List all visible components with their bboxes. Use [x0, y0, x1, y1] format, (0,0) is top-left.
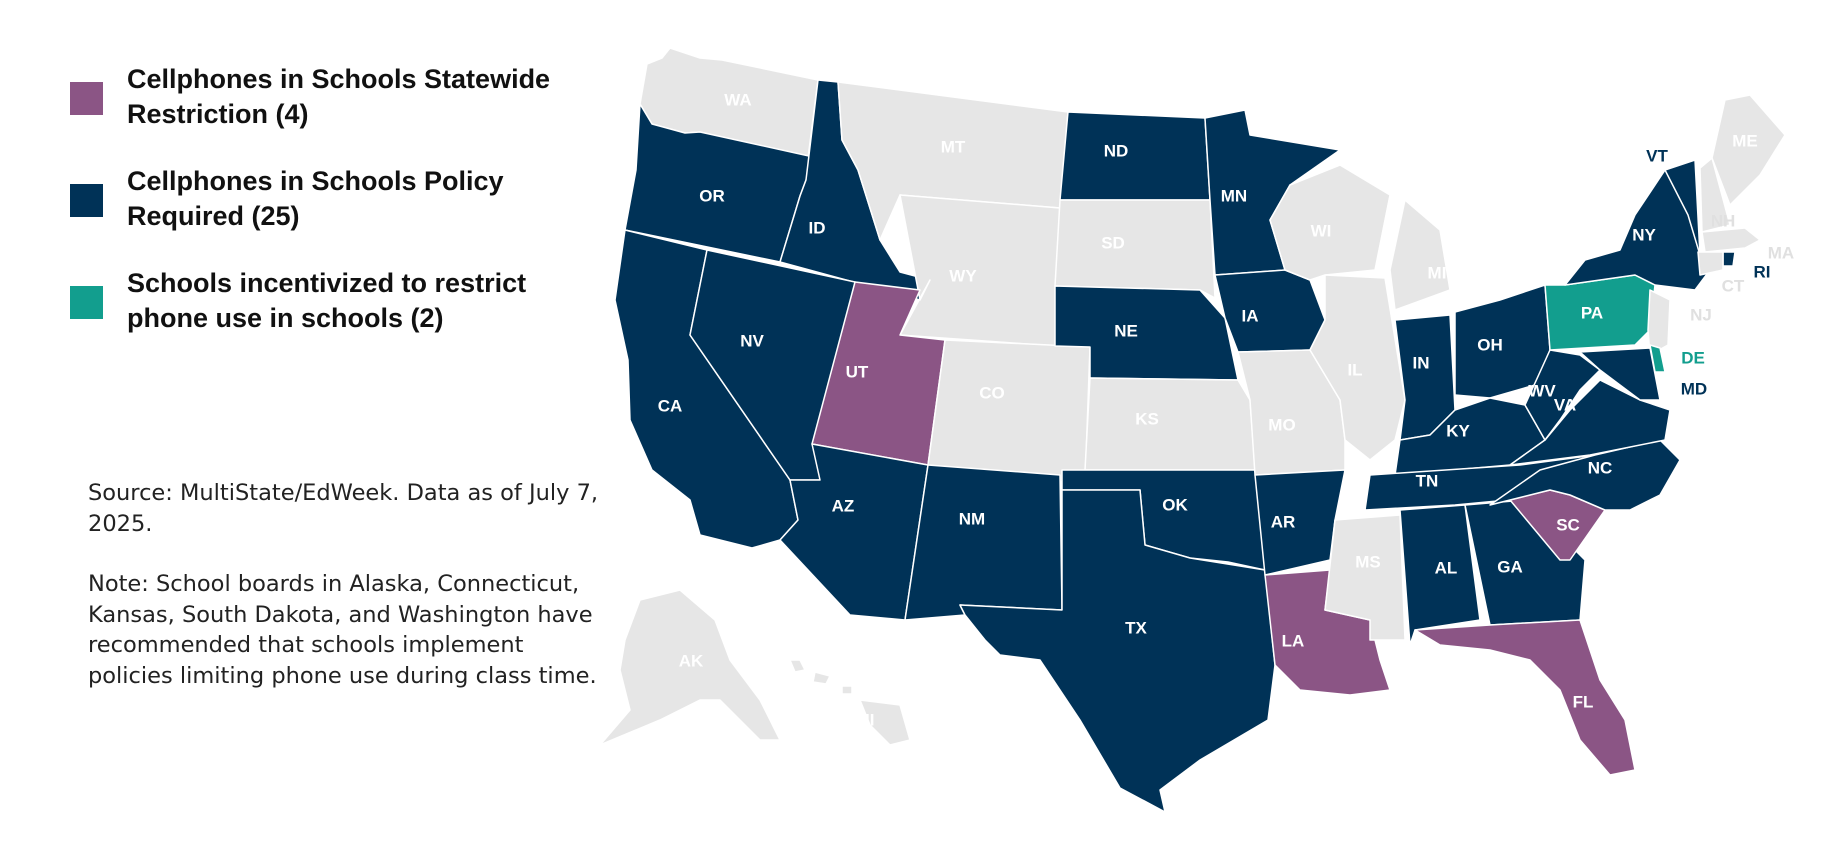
state-hi [789, 659, 911, 746]
state-label-md: MD [1681, 380, 1707, 399]
state-label-hi: HI [858, 711, 875, 730]
state-ri [1722, 251, 1736, 267]
state-sd [1054, 199, 1216, 299]
state-label-ia: IA [1242, 307, 1259, 326]
state-label-nd: ND [1104, 142, 1129, 161]
state-tx [959, 489, 1276, 813]
state-nd [1059, 111, 1211, 201]
state-label-az: AZ [832, 497, 855, 516]
notes: Source: MultiState/EdWeek. Data as of Ju… [88, 478, 608, 721]
legend-item-restriction: Cellphones in Schools Statewide Restrict… [70, 62, 600, 132]
legend-item-policy: Cellphones in Schools Policy Required (2… [70, 164, 600, 234]
state-label-co: CO [979, 384, 1005, 403]
state-label-ak: AK [679, 652, 704, 671]
state-label-or: OR [699, 187, 725, 206]
state-label-ga: GA [1497, 558, 1523, 577]
state-label-ct: CT [1722, 277, 1745, 296]
state-label-nj: NJ [1690, 306, 1712, 325]
state-label-wy: WY [949, 267, 977, 286]
state-nm [904, 464, 1063, 621]
legend-swatch-incentivized [70, 286, 103, 319]
state-label-de: DE [1681, 349, 1705, 368]
legend-swatch-policy [70, 184, 103, 217]
state-label-nc: NC [1588, 459, 1613, 478]
state-label-ar: AR [1271, 513, 1296, 532]
state-wy [899, 194, 1061, 347]
state-label-nv: NV [740, 332, 764, 351]
state-label-ok: OK [1162, 496, 1188, 515]
state-label-tn: TN [1416, 472, 1439, 491]
state-ia [1214, 269, 1326, 353]
state-label-ut: UT [846, 363, 869, 382]
state-nh [1699, 157, 1731, 233]
state-label-mt: MT [941, 138, 966, 157]
state-label-wa: WA [724, 91, 751, 110]
state-ak [599, 589, 781, 746]
state-wv [1524, 349, 1601, 441]
state-label-pa: PA [1581, 304, 1603, 323]
state-label-va: VA [1554, 396, 1576, 415]
note-text: Note: School boards in Alaska, Connectic… [88, 571, 597, 689]
legend-label-incentivized: Schools incentivized to restrict phone u… [127, 268, 527, 333]
state-ma [1701, 227, 1761, 253]
state-label-id: ID [809, 219, 826, 238]
state-label-in: IN [1413, 354, 1430, 373]
state-label-ms: MS [1355, 553, 1381, 572]
state-label-fl: FL [1573, 693, 1594, 712]
state-label-mo: MO [1268, 416, 1295, 435]
state-label-me: ME [1732, 132, 1758, 151]
state-label-mn: MN [1221, 187, 1247, 206]
legend: Cellphones in Schools Statewide Restrict… [70, 62, 600, 368]
state-label-ny: NY [1632, 226, 1656, 245]
state-label-nm: NM [959, 510, 985, 529]
state-fl [1414, 619, 1636, 776]
state-label-nh: NH [1711, 212, 1736, 231]
legend-label-restriction: Cellphones in Schools Statewide Restrict… [127, 64, 551, 129]
state-co [927, 339, 1091, 486]
state-ks [1084, 377, 1256, 471]
state-label-ri: RI [1754, 263, 1771, 282]
state-label-la: LA [1282, 632, 1305, 651]
state-label-vt: VT [1646, 147, 1668, 166]
state-label-ne: NE [1114, 322, 1138, 341]
state-label-wi: WI [1311, 222, 1332, 241]
state-label-ma: MA [1768, 244, 1794, 263]
state-label-sd: SD [1101, 234, 1125, 253]
legend-swatch-restriction [70, 82, 103, 115]
legend-label-policy: Cellphones in Schools Policy Required (2… [127, 166, 504, 231]
state-nc [1489, 439, 1681, 511]
state-il [1309, 274, 1406, 461]
state-al [1399, 504, 1481, 646]
state-label-sc: SC [1556, 516, 1580, 535]
state-label-ks: KS [1135, 410, 1159, 429]
legend-item-incentivized: Schools incentivized to restrict phone u… [70, 266, 600, 336]
state-mi [1389, 199, 1451, 311]
state-label-oh: OH [1477, 336, 1503, 355]
state-label-ca: CA [658, 397, 683, 416]
state-label-tx: TX [1125, 619, 1147, 638]
state-label-al: AL [1435, 559, 1458, 578]
state-label-mi: MI [1428, 264, 1447, 283]
state-ct [1697, 251, 1724, 276]
state-label-il: IL [1347, 361, 1362, 380]
state-label-wv: WV [1528, 382, 1556, 401]
state-me [1711, 94, 1786, 206]
state-md [1579, 347, 1661, 401]
source-text: Source: MultiState/EdWeek. Data as of Ju… [88, 480, 599, 537]
state-label-ky: KY [1446, 422, 1470, 441]
